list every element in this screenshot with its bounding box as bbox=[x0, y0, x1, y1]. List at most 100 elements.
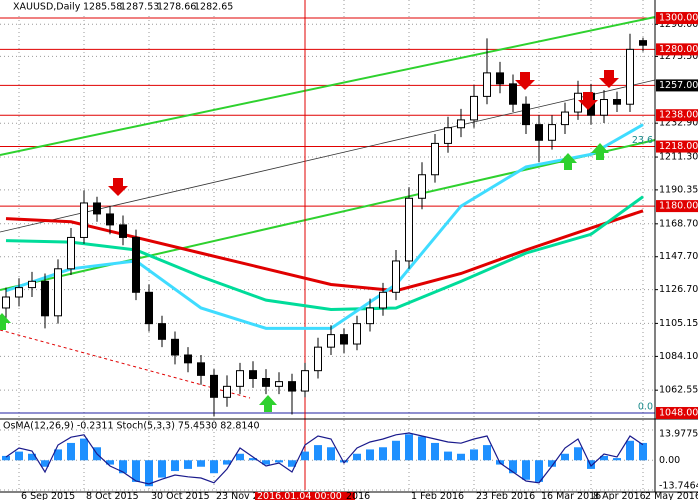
x-tick-label: 2016.01.04 00:00 bbox=[257, 491, 342, 500]
oscillator bbox=[0, 429, 655, 491]
candle-body bbox=[444, 127, 452, 144]
fib-label: 0.0 bbox=[638, 401, 653, 412]
candle-body bbox=[262, 378, 270, 387]
osma-bar bbox=[197, 460, 205, 467]
osma-bar bbox=[54, 449, 62, 461]
x-tick-label: 23 Feb 2016 bbox=[476, 491, 535, 500]
candle-body bbox=[574, 92, 582, 113]
signal-arrows bbox=[0, 143, 609, 412]
x-tick-label: 8 Oct 2015 bbox=[86, 491, 139, 500]
osma-bar bbox=[587, 460, 595, 469]
candle-body bbox=[522, 103, 530, 126]
osma-bar bbox=[366, 449, 374, 461]
osma-bar bbox=[379, 447, 387, 461]
y-tick-label: 1147.70 bbox=[659, 251, 698, 262]
osma-bar bbox=[405, 434, 413, 461]
y-tick-label: 1296.00 bbox=[659, 19, 698, 30]
osma-bar bbox=[67, 442, 75, 461]
candle-body bbox=[54, 268, 62, 317]
high-value: 1287.53 bbox=[120, 2, 159, 13]
osma-bar bbox=[132, 460, 140, 482]
osma-bar bbox=[106, 460, 114, 465]
osma-bar bbox=[145, 460, 153, 487]
candle-body bbox=[210, 374, 218, 398]
candle-body bbox=[405, 197, 413, 262]
y-tick-label: 1168.70 bbox=[659, 218, 698, 229]
osma-bar bbox=[561, 453, 569, 461]
down-arrow bbox=[515, 72, 535, 90]
level-label: 1180.00 bbox=[659, 201, 698, 212]
osma-bar bbox=[431, 442, 439, 461]
candle-body bbox=[80, 202, 88, 238]
candle-body bbox=[249, 370, 257, 380]
candle-body bbox=[119, 224, 127, 238]
level-label: 1280.00 bbox=[659, 44, 698, 55]
crosshair-label-bg bbox=[255, 492, 355, 500]
open-value: 1285.58 bbox=[83, 2, 122, 13]
x-tick-label: 2016 bbox=[346, 491, 370, 500]
level-label: 1238.00 bbox=[659, 110, 698, 121]
trend-line bbox=[0, 16, 656, 156]
up-arrow bbox=[591, 143, 609, 160]
osma-bar bbox=[327, 447, 335, 461]
moving-average bbox=[5, 209, 644, 293]
osma-bar bbox=[210, 460, 218, 474]
y-tick-label: 1126.70 bbox=[659, 284, 698, 295]
candle-body bbox=[535, 124, 543, 141]
level-label-bg bbox=[656, 79, 698, 92]
candle-body bbox=[93, 202, 101, 215]
candle-body bbox=[145, 291, 153, 325]
osma-bar bbox=[457, 453, 465, 461]
osc-tick-label: 0.00 bbox=[659, 455, 680, 466]
candle-body bbox=[353, 323, 361, 345]
candle-body bbox=[41, 280, 49, 317]
stoch-line bbox=[5, 432, 644, 485]
candle-body bbox=[158, 323, 166, 340]
osma-bar bbox=[119, 460, 127, 474]
osma-bar bbox=[418, 436, 426, 461]
oscillator-title: OsMA(12,26,9) -0.2311 Stoch(5,3,3) 75.45… bbox=[3, 421, 260, 432]
candle-body bbox=[275, 381, 283, 387]
candle-body bbox=[132, 236, 140, 293]
level-label-bg bbox=[656, 200, 698, 213]
level-label-bg bbox=[656, 109, 698, 122]
osma-bar bbox=[171, 460, 179, 472]
osma-bar bbox=[548, 460, 556, 467]
level-label: 1257.00 bbox=[659, 80, 698, 91]
osma-bar bbox=[470, 449, 478, 461]
osma-bar bbox=[41, 460, 49, 467]
osma-bar bbox=[535, 460, 543, 482]
x-tick-label: 8 Apr 2016 bbox=[593, 491, 646, 500]
candle-body bbox=[28, 280, 36, 289]
x-tick-label: 23 Nov 2015 bbox=[216, 491, 277, 500]
chart-title: XAUUSD,Daily bbox=[13, 2, 81, 13]
osma-bar bbox=[353, 453, 361, 461]
osma-bar bbox=[80, 438, 88, 461]
down-arrow bbox=[599, 70, 619, 88]
y-tick-label: 1062.55 bbox=[659, 385, 698, 396]
osc-tick-label: 13.9775 bbox=[659, 429, 698, 440]
osma-bar bbox=[522, 460, 530, 480]
fib-label: 23.6 bbox=[632, 135, 653, 146]
up-arrow bbox=[559, 153, 577, 170]
x-tick-label: 1 Feb 2016 bbox=[411, 491, 464, 500]
signal-arrows bbox=[108, 70, 619, 196]
close-value: 1282.65 bbox=[194, 2, 233, 13]
trend-line bbox=[0, 79, 656, 233]
level-label: 1218.00 bbox=[659, 141, 698, 152]
x-tick-label: 16 Mar 2016 bbox=[541, 491, 601, 500]
x-tick-label: 30 Oct 2015 bbox=[151, 491, 210, 500]
candle-body bbox=[418, 174, 426, 199]
y-tick-label: 1084.10 bbox=[659, 351, 698, 362]
candle-body bbox=[171, 338, 179, 356]
candle-body bbox=[561, 111, 569, 126]
candle-body bbox=[197, 362, 205, 376]
header-bg bbox=[0, 0, 230, 13]
level-label-bg bbox=[656, 43, 698, 56]
low-value: 1278.66 bbox=[157, 2, 196, 13]
level-label-bg bbox=[656, 12, 698, 25]
candle-body bbox=[2, 296, 10, 309]
down-arrow bbox=[578, 92, 598, 110]
osma-bar bbox=[15, 451, 23, 461]
